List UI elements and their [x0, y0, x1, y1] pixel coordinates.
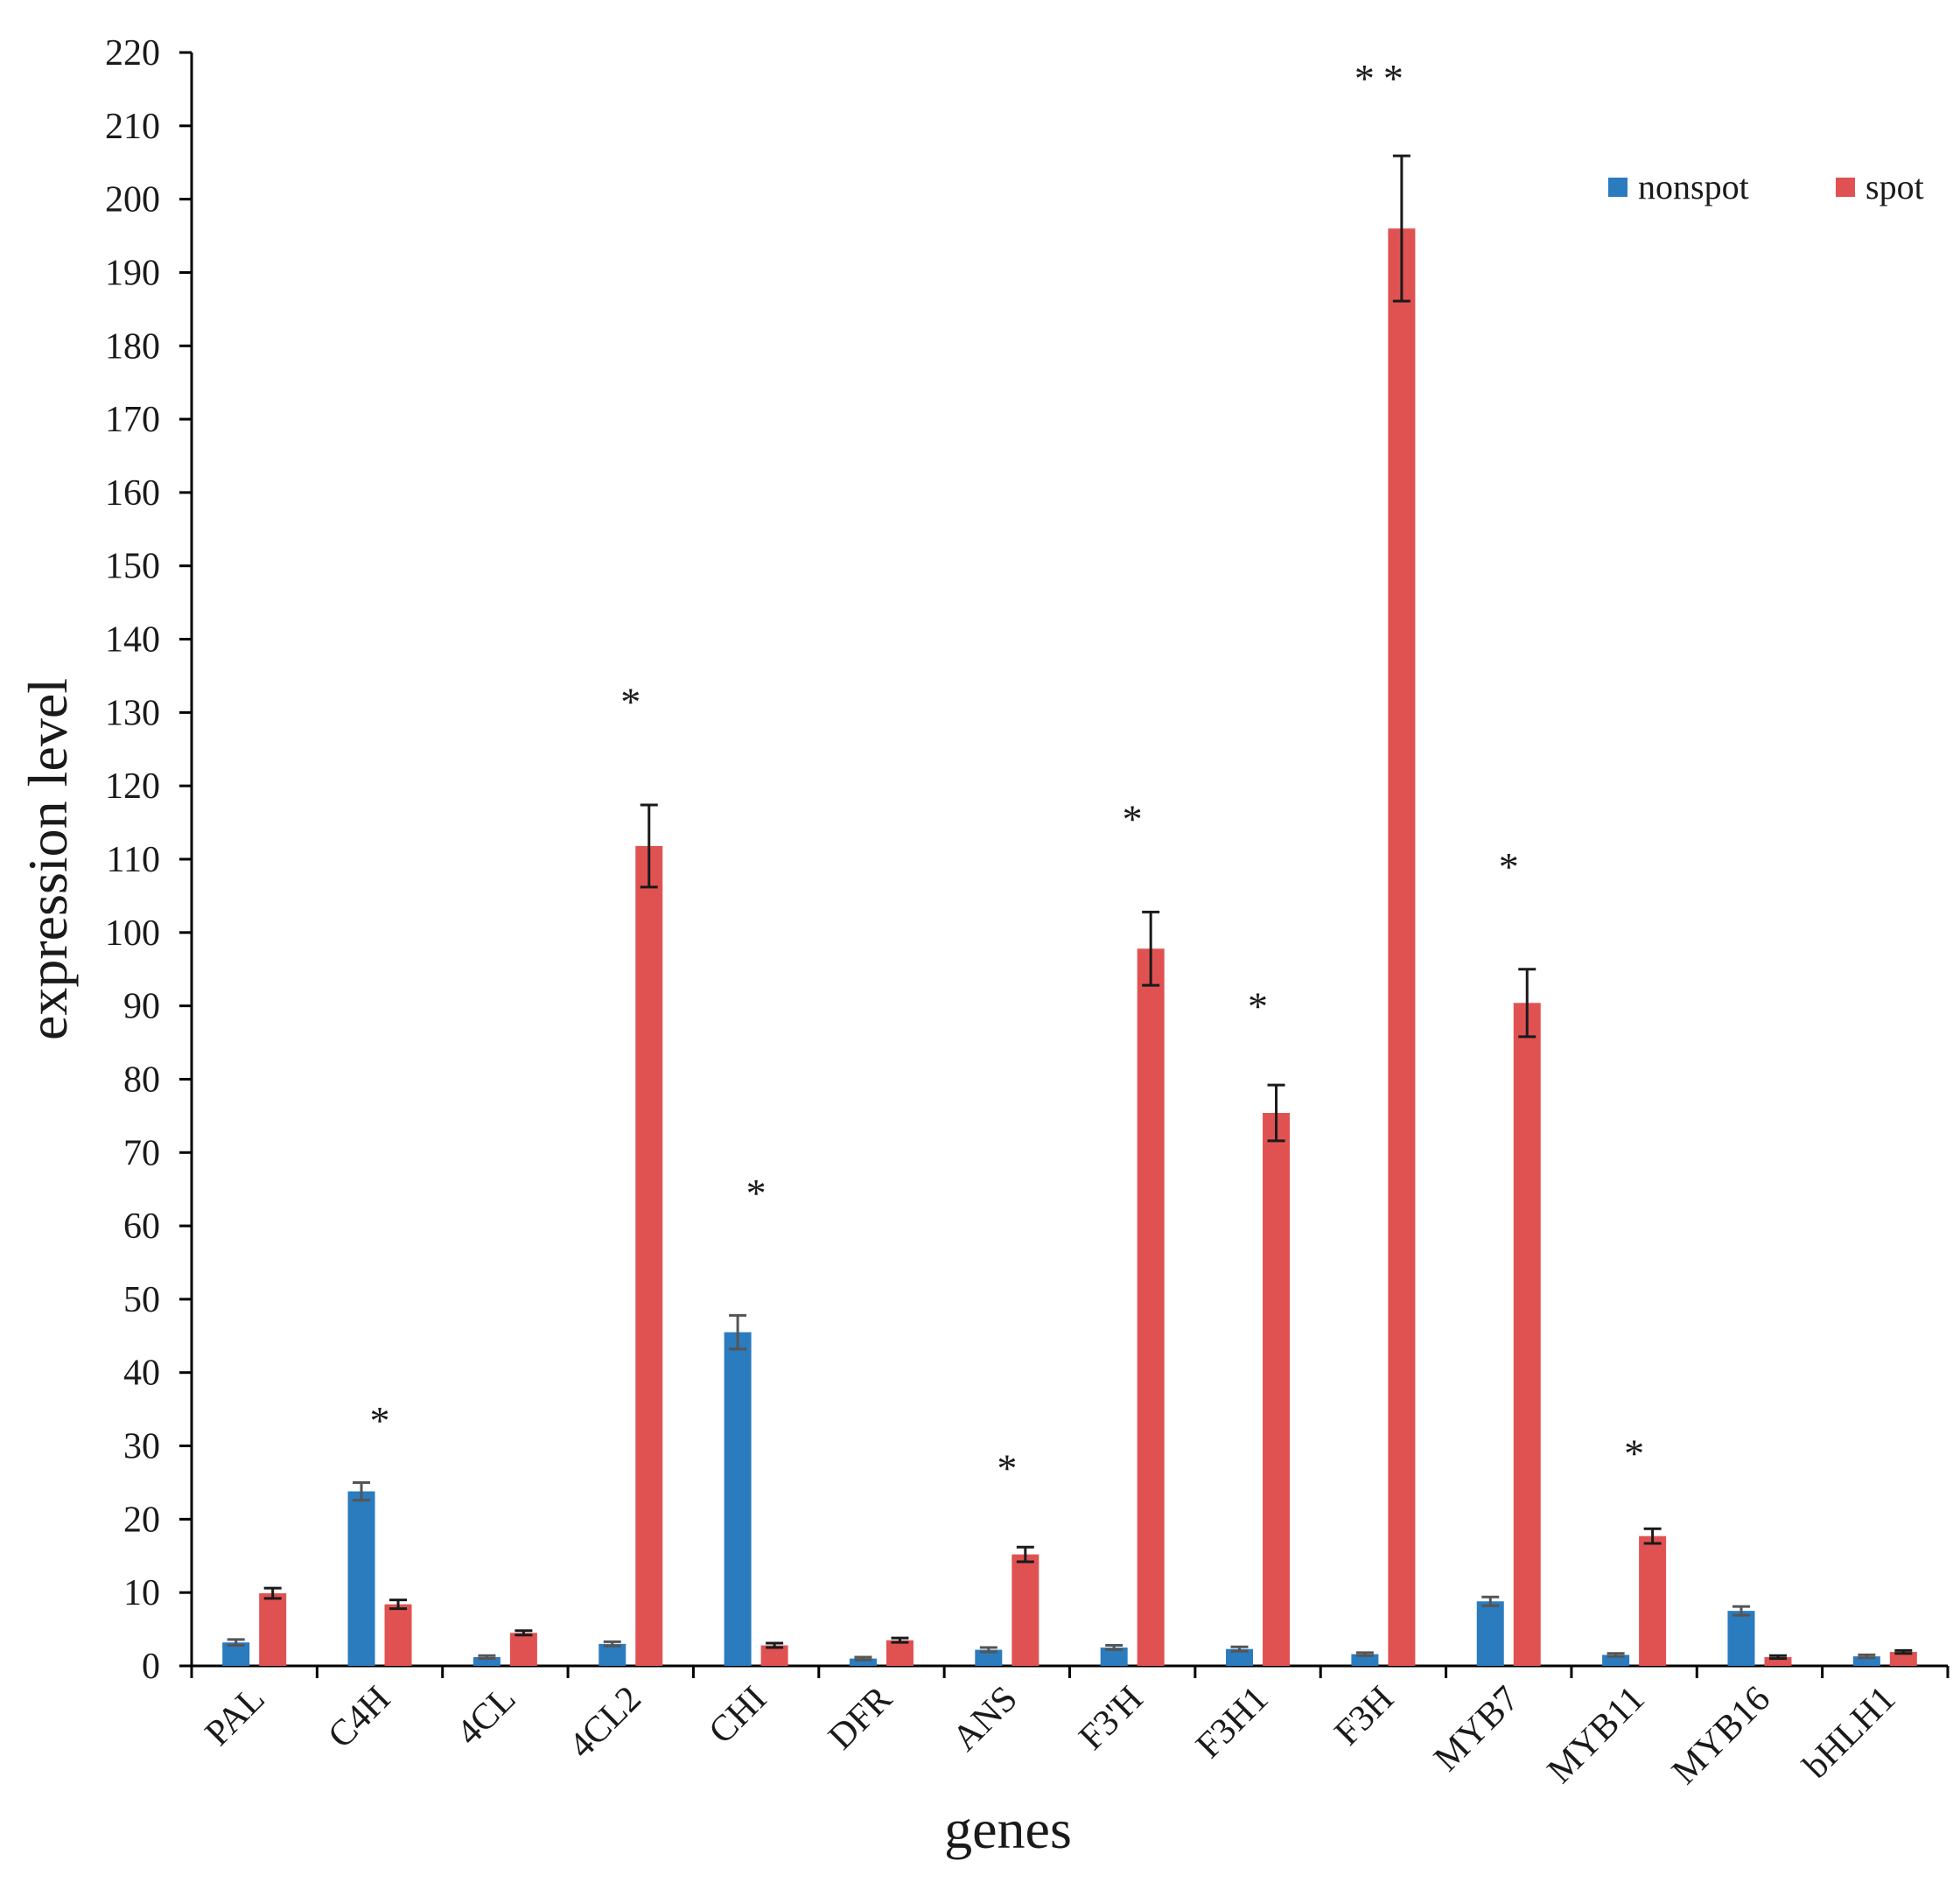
bar-spot — [886, 1640, 914, 1666]
x-tick-label: CHI — [701, 1679, 774, 1753]
y-tick-label: 120 — [105, 766, 160, 807]
y-tick-label: 90 — [123, 987, 160, 1027]
bar-spot — [1639, 1536, 1667, 1666]
x-axis: PAL C4H 4CL 4CL2 CHI DFR ANS F3'H F3H1 F3H MYB7 MYB… — [190, 1664, 1950, 1793]
y-axis-title: expression level — [17, 678, 79, 1040]
bar-spot — [760, 1645, 788, 1666]
x-tick-label: C4H — [320, 1679, 398, 1757]
legend-label-spot: spot — [1866, 167, 1924, 206]
significance-marker: ** — [1354, 56, 1412, 101]
y-axis: 0 10 20 30 40 50 60 70 80 90 100 110 120 130 140 150 160… — [105, 33, 193, 1687]
bar-nonspot — [347, 1491, 375, 1666]
bar-spot — [1388, 228, 1416, 1667]
bar-spot — [509, 1633, 537, 1666]
y-tick-label: 30 — [123, 1427, 160, 1467]
bar-spot — [384, 1604, 412, 1666]
y-tick-label: 200 — [105, 180, 160, 220]
significance-marker: * — [746, 1171, 766, 1215]
bar-spot — [1764, 1656, 1792, 1666]
y-ticks: 0 10 20 30 40 50 60 70 80 90 100 110 120 130 140 150 160… — [105, 33, 192, 1687]
bar-nonspot — [1226, 1648, 1254, 1666]
x-tick-label: bHLH1 — [1796, 1679, 1903, 1787]
legend: nonspot spot — [1608, 167, 1924, 206]
significance-marker: * — [370, 1398, 390, 1443]
bars — [222, 154, 1917, 1667]
bar-spot — [1012, 1554, 1040, 1666]
y-tick-label: 220 — [105, 33, 160, 73]
bar-nonspot — [1852, 1656, 1880, 1666]
bar-spot — [1513, 1003, 1541, 1666]
significance-marker: * — [1624, 1431, 1644, 1476]
x-tick-label: F3'H — [1072, 1679, 1152, 1759]
y-tick-label: 160 — [105, 473, 160, 514]
bar-nonspot — [1351, 1654, 1379, 1666]
y-tick-label: 10 — [123, 1573, 160, 1613]
significance-marker: * — [1499, 844, 1519, 889]
x-tick-label: 4CL — [449, 1679, 523, 1753]
y-tick-label: 50 — [123, 1280, 160, 1320]
x-ticks: PAL C4H 4CL 4CL2 CHI DFR ANS F3'H F3H1 F3H MYB7 MYB… — [190, 1666, 1950, 1793]
y-tick-label: 150 — [105, 547, 160, 587]
y-tick-label: 110 — [107, 840, 160, 880]
x-tick-label: MYB11 — [1540, 1679, 1653, 1792]
bar-spot — [1263, 1113, 1291, 1666]
bar-spot — [1137, 948, 1165, 1666]
y-tick-label: 180 — [105, 326, 160, 367]
y-tick-label: 170 — [105, 400, 160, 440]
y-tick-label: 20 — [123, 1500, 160, 1540]
bar-nonspot — [598, 1643, 626, 1666]
x-tick-label: MYB7 — [1426, 1679, 1527, 1780]
bar-spot — [635, 845, 663, 1666]
bar-nonspot — [1100, 1648, 1128, 1666]
y-tick-label: 60 — [123, 1207, 160, 1247]
y-tick-label: 0 — [142, 1647, 160, 1687]
x-tick-label: ANS — [945, 1679, 1026, 1760]
significance-marker: * — [997, 1446, 1017, 1491]
bar-nonspot — [975, 1649, 1003, 1666]
legend-swatch-nonspot — [1608, 178, 1628, 197]
bar-nonspot — [472, 1656, 500, 1666]
significance-marker: * — [1123, 797, 1143, 842]
y-tick-label: 40 — [123, 1354, 160, 1394]
y-tick-label: 140 — [105, 620, 160, 661]
bar-spot — [1889, 1652, 1917, 1666]
x-tick-label: DFR — [821, 1679, 900, 1758]
legend-swatch-spot — [1836, 178, 1855, 197]
x-tick-label: 4CL2 — [562, 1679, 649, 1767]
significance-marker: * — [1248, 983, 1268, 1028]
legend-label-nonspot: nonspot — [1638, 167, 1749, 206]
y-tick-label: 80 — [123, 1060, 160, 1100]
y-tick-label: 130 — [105, 693, 160, 733]
y-tick-label: 70 — [123, 1133, 160, 1173]
bar-spot — [259, 1593, 287, 1666]
bar-nonspot — [1476, 1601, 1504, 1666]
x-tick-label: PAL — [198, 1679, 273, 1754]
significance-marker: * — [620, 680, 640, 724]
bar-nonspot — [849, 1658, 877, 1666]
y-tick-label: 190 — [105, 253, 160, 293]
x-tick-label: F3H1 — [1188, 1679, 1276, 1767]
significance-annotations: ********** — [370, 56, 1645, 1490]
x-tick-label: MYB16 — [1664, 1679, 1778, 1793]
bar-nonspot — [1727, 1611, 1755, 1666]
y-tick-label: 210 — [105, 107, 160, 147]
x-axis-title: genes — [944, 1798, 1072, 1860]
y-tick-label: 100 — [105, 913, 160, 954]
bar-nonspot — [724, 1332, 752, 1666]
x-tick-label: F3H — [1327, 1679, 1402, 1753]
